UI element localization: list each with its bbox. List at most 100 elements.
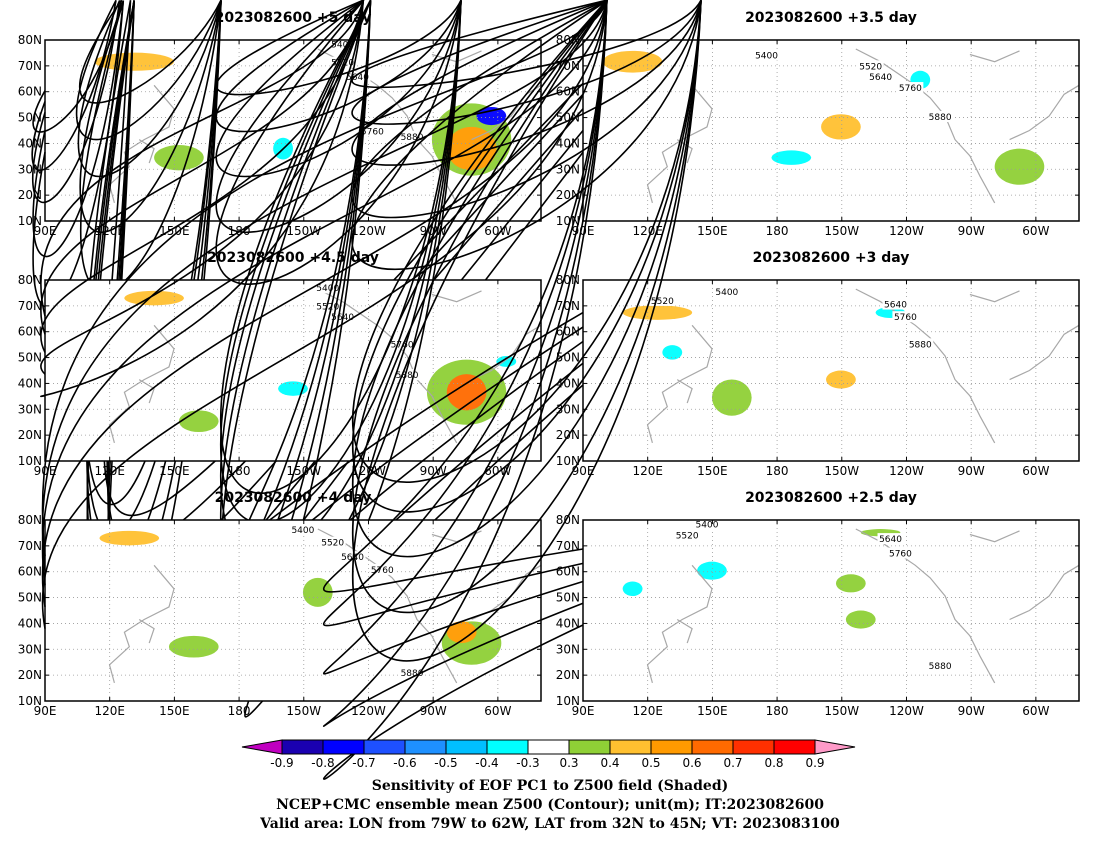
contour-label-bg <box>649 294 676 306</box>
coastline <box>969 530 1020 543</box>
caption-line: Valid area: LON from 79W to 62W, LAT fro… <box>259 816 840 832</box>
contour-label: 5760 <box>889 550 912 560</box>
lon-tick-label: 180 <box>228 464 251 478</box>
colorbar-segment <box>527 739 570 755</box>
contour-label-bg <box>329 56 356 68</box>
contour-label-bg <box>674 529 701 541</box>
contour-label: 5520 <box>316 302 339 312</box>
coastlines <box>646 288 1080 444</box>
contour-label: 5640 <box>879 535 902 545</box>
shaded-field <box>124 290 517 433</box>
colorbar-tick-label: -0.3 <box>516 756 539 770</box>
lat-tick-label: 10N <box>18 454 42 468</box>
sensitivity-blob <box>845 610 876 629</box>
contour-label: 5880 <box>401 133 424 143</box>
contour-label: 5760 <box>371 566 394 576</box>
lat-tick-label: 40N <box>18 136 42 150</box>
sensitivity-blob <box>622 305 693 320</box>
coastline <box>138 618 155 644</box>
contour-label-bg <box>927 111 954 123</box>
lat-tick-label: 40N <box>556 136 580 150</box>
caption-line: NCEP+CMC ensemble mean Z500 (Contour); u… <box>276 797 824 813</box>
sensitivity-blob <box>496 356 517 367</box>
contour-label-bg <box>359 125 386 137</box>
lon-tick-label: 150W <box>824 704 859 718</box>
lat-tick-label: 80N <box>556 513 580 527</box>
contour-line <box>32 0 222 308</box>
lat-tick-label: 10N <box>556 694 580 708</box>
colorbar-segment <box>732 739 775 755</box>
panel-title: 2023082600 +2.5 day <box>745 490 917 506</box>
sensitivity-blob <box>446 374 487 411</box>
colorbar-segment <box>691 739 734 755</box>
lon-tick-label: 120W <box>889 464 924 478</box>
contour-line <box>41 0 702 557</box>
panel-title: 2023082600 +3.5 day <box>745 10 917 26</box>
colorbar-tick-label: -0.4 <box>475 756 498 770</box>
sensitivity-blob <box>771 150 812 165</box>
panel-title: 2023082600 +4.5 day <box>207 250 379 266</box>
colorbar-tick-label: -0.8 <box>311 756 334 770</box>
lon-tick-label: 150E <box>159 704 190 718</box>
contour-label-bg <box>339 551 366 563</box>
sensitivity-blob <box>711 379 752 416</box>
contour-label: 5880 <box>909 340 932 350</box>
caption-block: Sensitivity of EOF PC1 to Z500 field (Sh… <box>259 778 840 832</box>
lon-tick-label: 90E <box>572 464 595 478</box>
colorbar-arrow-high <box>814 739 856 755</box>
colorbar-segment <box>322 739 365 755</box>
contour-label-bg <box>857 60 884 72</box>
contour-label: 5880 <box>929 113 952 123</box>
lat-tick-label: 50N <box>18 591 42 605</box>
lon-tick-label: 120W <box>351 704 386 718</box>
panel-frame <box>44 519 542 702</box>
coastline <box>969 50 1020 63</box>
lat-tick-label: 10N <box>556 454 580 468</box>
contour-line <box>323 0 702 675</box>
graticule <box>583 520 1079 701</box>
lat-tick-label: 20N <box>18 428 42 442</box>
lon-tick-label: 150E <box>697 704 728 718</box>
coastline <box>108 324 175 444</box>
sensitivity-blob <box>826 370 856 389</box>
sensitivity-blob <box>278 381 308 396</box>
lat-tick-label: 40N <box>556 616 580 630</box>
coastline <box>855 288 996 444</box>
lat-tick-label: 40N <box>18 616 42 630</box>
lat-tick-label: 30N <box>18 402 42 416</box>
contour-line <box>41 0 702 629</box>
contour-label: 5640 <box>884 301 907 311</box>
sensitivity-blob <box>697 561 727 580</box>
colorbar-tick-label: 0.9 <box>805 756 824 770</box>
colorbar-segment <box>363 739 406 755</box>
colorbar-tick-label: 0.7 <box>723 756 742 770</box>
z500-contours <box>41 0 702 629</box>
contour-label-bg <box>753 49 780 61</box>
lat-tick-label: 50N <box>18 111 42 125</box>
colorbar-tick-label: -0.5 <box>434 756 457 770</box>
sensitivity-blob <box>99 530 160 546</box>
lat-tick-label: 80N <box>556 273 580 287</box>
coastline <box>138 139 155 164</box>
contour-label-bg <box>892 311 919 323</box>
colorbar-tick-label: 0.6 <box>682 756 701 770</box>
coastline <box>1009 84 1080 141</box>
contour-label-bg <box>877 533 904 545</box>
contour-label-bg <box>399 130 426 142</box>
lon-tick-label: 120W <box>889 224 924 238</box>
lon-tick-label: 120W <box>889 704 924 718</box>
sensitivity-blob <box>446 126 497 171</box>
contour-label-bg <box>289 524 316 536</box>
lat-tick-label: 80N <box>18 273 42 287</box>
colorbar-arrow-low <box>241 739 283 755</box>
contour-label: 5400 <box>696 521 719 531</box>
lon-tick-label: 120E <box>94 704 125 718</box>
contour-label: 5520 <box>651 297 674 307</box>
lon-tick-label: 150E <box>159 464 190 478</box>
lon-tick-label: 120W <box>351 224 386 238</box>
lat-tick-label: 60N <box>556 565 580 579</box>
sensitivity-blob <box>178 410 219 433</box>
contour-line <box>322 0 702 727</box>
sensitivity-blob <box>821 114 861 140</box>
